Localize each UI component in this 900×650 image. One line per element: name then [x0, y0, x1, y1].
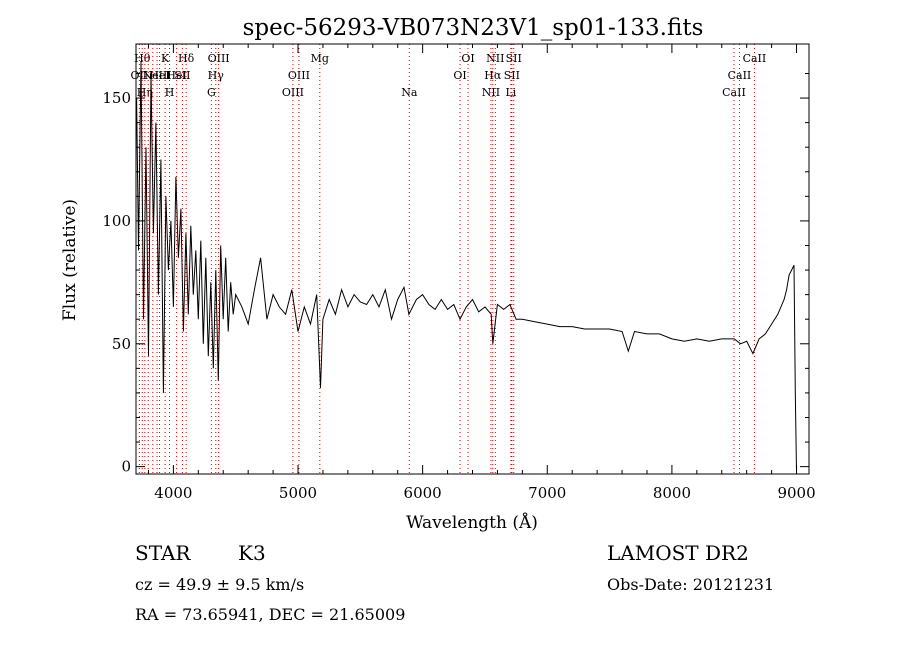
y-tick-label: 0 [121, 458, 131, 476]
line-markers: OIIHθHηNeIIIHeIKHHeISIIHδGHγOIIIOIIIOIII… [131, 44, 767, 474]
x-tick-label: 6000 [404, 484, 442, 502]
line-marker-label: CaII [728, 69, 752, 82]
line-marker-label: OIII [208, 52, 230, 65]
line-marker-label: OI [461, 52, 474, 65]
y-tick-label: 100 [102, 212, 131, 230]
line-marker-label: K [161, 52, 170, 65]
line-marker-label: NeIII [142, 69, 171, 82]
line-marker-label: OIII [288, 69, 310, 82]
x-axis-label: Wavelength (Å) [406, 512, 538, 533]
line-marker-label: G [207, 86, 216, 99]
line-marker-label: Hα [484, 69, 502, 82]
line-marker-label: NII [482, 86, 500, 99]
object-subclass: K3 [238, 541, 266, 565]
line-marker-label: Hθ [134, 52, 151, 65]
line-marker-label: H [165, 86, 175, 99]
y-axis-label: Flux (relative) [60, 199, 80, 321]
x-tick-label: 4000 [154, 484, 192, 502]
survey-name: LAMOST DR2 [607, 541, 749, 565]
line-marker-label: HeI [166, 69, 186, 82]
line-marker-label: OII [131, 69, 149, 82]
line-marker-label: NII [486, 52, 504, 65]
y-tick-label: 150 [102, 89, 131, 107]
line-marker-label: OIII [282, 86, 304, 99]
line-marker-label: Hδ [178, 52, 195, 65]
line-marker-label: Li [505, 86, 516, 99]
line-marker-label: Na [401, 86, 418, 99]
chart-title: spec-56293-VB073N23V1_sp01-133.fits [243, 15, 704, 41]
line-marker-label: OI [453, 69, 466, 82]
x-axis-ticks: 4000 5000 6000 7000 8000 9000 [147, 44, 816, 502]
line-marker-label: CaII [722, 86, 746, 99]
x-tick-label: 5000 [279, 484, 317, 502]
line-marker-label: CaII [743, 52, 767, 65]
y-tick-label: 50 [112, 335, 131, 353]
object-class: STAR [135, 541, 191, 565]
x-tick-label: 8000 [653, 484, 691, 502]
line-marker-label: SII [504, 69, 520, 82]
y-axis-ticks: 0 50 100 150 [102, 72, 809, 476]
x-tick-label: 7000 [528, 484, 566, 502]
redshift-text: cz = 49.9 ± 9.5 km/s [135, 575, 305, 594]
plot-frame [135, 43, 810, 475]
x-tick-label: 9000 [777, 484, 815, 502]
line-marker-label: Hγ [208, 69, 225, 82]
ra-dec-text: RA = 73.65941, DEC = 21.65009 [135, 605, 406, 624]
line-marker-label: SII [506, 52, 522, 65]
spectrum-line [136, 61, 797, 472]
line-marker-label: SII [174, 69, 190, 82]
line-marker-label: Mg [311, 52, 329, 65]
obs-date-text: Obs-Date: 20121231 [607, 575, 775, 594]
